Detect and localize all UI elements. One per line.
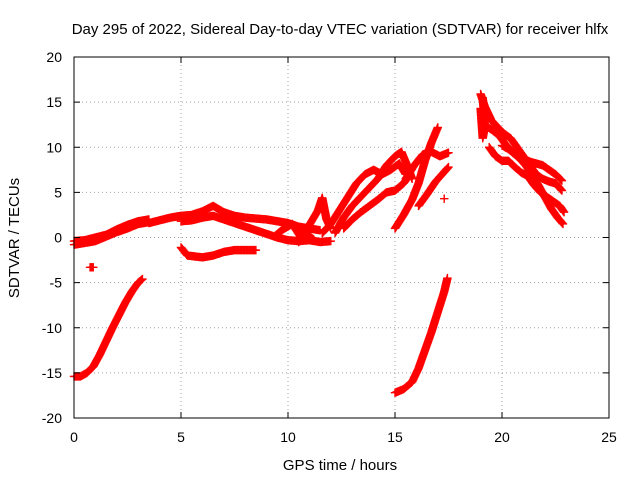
series-track-17	[390, 273, 452, 397]
series-track-15	[414, 162, 453, 211]
data-point	[558, 218, 567, 228]
series-track-10	[318, 159, 410, 238]
y-tick-label: 20	[46, 49, 62, 65]
data-point	[442, 164, 452, 173]
data-point	[89, 263, 98, 272]
series-track-18	[476, 89, 567, 195]
data-point	[433, 123, 442, 132]
y-tick-label: -20	[42, 410, 62, 426]
x-tick-label: 15	[387, 429, 403, 445]
x-tick-label: 10	[280, 429, 296, 445]
x-tick-label: 0	[70, 429, 78, 445]
series-track-4	[176, 211, 335, 247]
y-tick-label: 5	[54, 184, 62, 200]
data-point	[251, 245, 261, 255]
series-track-13	[390, 123, 442, 233]
data-point	[478, 93, 487, 102]
x-axis-label: GPS time / hours	[283, 457, 397, 474]
series-track-21	[497, 141, 567, 185]
data-point	[559, 208, 569, 217]
x-tick-label: 20	[494, 429, 510, 445]
series-track-5	[85, 263, 98, 272]
y-tick-label: -10	[42, 320, 62, 336]
y-tick-label: -15	[42, 365, 62, 381]
chart-title: Day 295 of 2022, Sidereal Day-to-day VTE…	[72, 21, 609, 38]
data-point	[557, 185, 566, 194]
data-point	[556, 184, 565, 194]
data-point	[309, 235, 318, 244]
data-point	[558, 219, 568, 229]
y-axis-label: SDTVAR / TECUs	[6, 178, 23, 298]
data-point	[444, 162, 453, 172]
data-point	[326, 236, 335, 246]
series-track-14	[401, 147, 453, 184]
series-track-9	[294, 193, 335, 247]
data-point	[138, 274, 147, 284]
series-track-22	[476, 93, 490, 143]
data-point	[556, 175, 566, 185]
x-tick-label: 25	[601, 429, 617, 445]
x-tick-label: 5	[177, 429, 185, 445]
series-track-2	[69, 217, 154, 249]
y-tick-label: -5	[50, 275, 63, 291]
data-point	[440, 194, 449, 203]
y-tick-label: 0	[54, 230, 62, 246]
series-track-16	[440, 194, 449, 203]
grid-lines	[74, 57, 609, 418]
data-point	[443, 163, 452, 173]
data-point	[557, 186, 567, 195]
series-track-7	[69, 274, 147, 381]
data-point	[137, 275, 146, 284]
y-tick-label: 15	[46, 94, 62, 110]
data-point	[443, 273, 452, 283]
data-point	[557, 176, 567, 185]
series-track-6	[176, 243, 261, 262]
data-point	[556, 174, 565, 184]
data-points	[69, 89, 569, 397]
axes: 0 5 10 15 20 25 -20 -15 -10 -5 0 5 10 15 20	[42, 49, 617, 445]
data-point	[444, 148, 453, 157]
y-tick-label: 10	[46, 139, 62, 155]
